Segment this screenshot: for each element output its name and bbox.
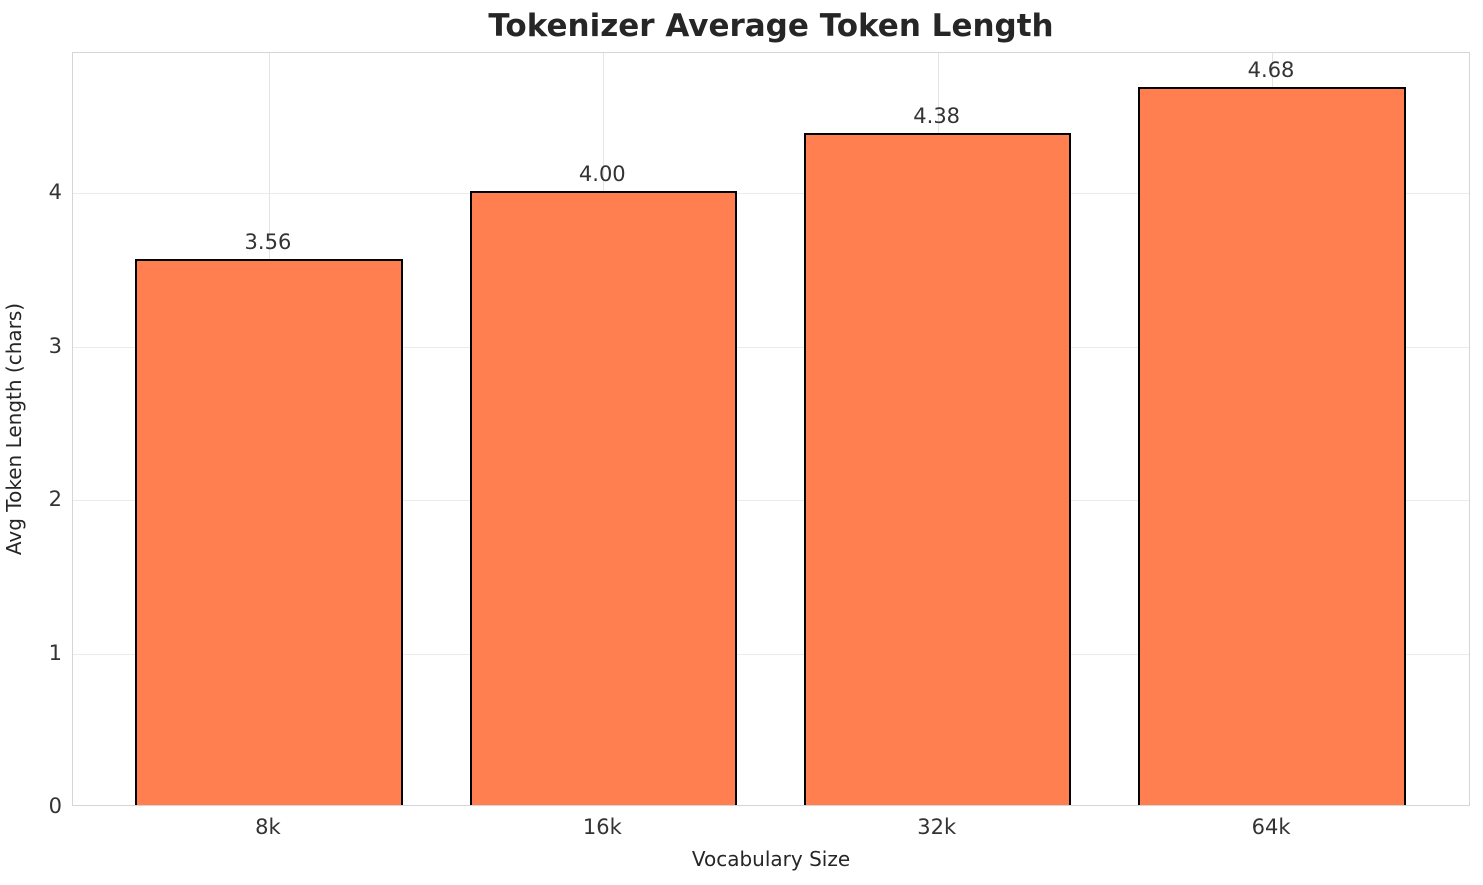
x-tick-label: 64k xyxy=(1251,815,1291,839)
h-gridline xyxy=(73,193,1469,195)
bar-value-label: 3.56 xyxy=(244,229,292,254)
bar xyxy=(469,191,738,805)
bar-value-label: 4.68 xyxy=(1247,58,1295,83)
bar xyxy=(1138,87,1406,805)
h-gridline xyxy=(73,653,1469,655)
h-gridline xyxy=(73,346,1469,348)
x-axis-label: Vocabulary Size xyxy=(691,847,851,871)
h-gridline xyxy=(73,500,1469,502)
x-tick-label: 32k xyxy=(917,815,957,839)
y-tick-label: 1 xyxy=(48,640,62,665)
y-tick-label: 4 xyxy=(48,180,62,205)
chart-title: Tokenizer Average Token Length xyxy=(488,8,1054,44)
bar xyxy=(803,133,1072,805)
bar-value-label: 4.00 xyxy=(578,162,626,187)
x-tick-label: 8k xyxy=(255,815,281,839)
y-tick-label: 2 xyxy=(48,487,62,512)
y-tick-label: 0 xyxy=(48,794,62,818)
y-axis-label: Avg Token Length (chars) xyxy=(2,302,26,556)
x-tick-label: 16k xyxy=(582,815,622,839)
plot-area xyxy=(72,52,1470,806)
bar xyxy=(135,258,403,805)
bar-value-label: 4.38 xyxy=(913,104,961,129)
y-tick-label: 3 xyxy=(48,333,62,358)
